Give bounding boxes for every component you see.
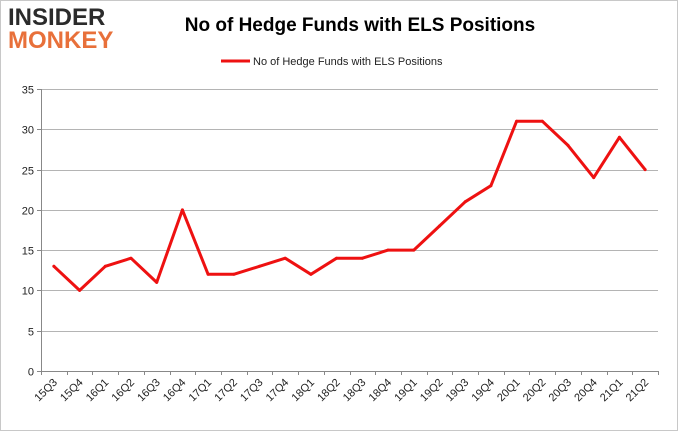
x-tick-label: 16Q1 — [84, 377, 112, 405]
y-tick-label: 35 — [22, 85, 34, 97]
legend: No of Hedge Funds with ELS Positions — [221, 56, 443, 68]
data-point — [463, 200, 467, 204]
data-point — [540, 119, 544, 123]
data-point — [78, 288, 82, 292]
data-point — [155, 280, 159, 284]
x-tick-label: 17Q2 — [212, 377, 240, 405]
data-point — [180, 208, 184, 212]
y-tick-label: 20 — [22, 206, 34, 218]
data-point — [232, 272, 236, 276]
x-tick-label: 18Q3 — [341, 377, 369, 405]
series-line — [52, 119, 647, 292]
x-tick-label: 20Q1 — [495, 377, 523, 405]
data-point — [386, 248, 390, 252]
y-tick-label: 0 — [28, 367, 34, 379]
data-point — [643, 168, 647, 172]
x-tick-label: 18Q2 — [315, 377, 343, 405]
x-tick-label: 19Q2 — [418, 377, 446, 405]
data-point — [515, 119, 519, 123]
data-point — [309, 272, 313, 276]
series-lines — [52, 119, 647, 292]
y-tick-label: 25 — [22, 166, 34, 178]
x-tick-label: 17Q4 — [264, 377, 292, 405]
data-point — [438, 224, 441, 228]
x-tick-label: 16Q2 — [110, 377, 138, 405]
x-tick-label: 17Q3 — [238, 377, 266, 405]
x-tick-label: 17Q1 — [187, 377, 215, 405]
x-tick-label: 20Q2 — [521, 377, 549, 405]
y-tick-label: 15 — [22, 246, 34, 258]
logo-line-2: MONKEY — [8, 27, 114, 54]
x-tick-label: 16Q4 — [161, 377, 189, 405]
gridlines — [41, 89, 658, 332]
legend-label: No of Hedge Funds with ELS Positions — [253, 56, 443, 68]
data-point — [566, 143, 570, 147]
axes — [37, 89, 659, 375]
data-point — [103, 264, 107, 268]
chart-title: No of Hedge Funds with ELS Positions — [184, 15, 536, 36]
logo-line-1: INSIDER — [8, 4, 106, 31]
data-point — [283, 256, 287, 260]
x-tick-label: 18Q4 — [367, 377, 395, 405]
data-point — [360, 256, 364, 260]
x-tick-label: 18Q1 — [290, 377, 318, 405]
data-point — [617, 135, 621, 139]
y-tick-label: 5 — [28, 327, 34, 339]
data-point — [258, 264, 261, 268]
data-point — [206, 272, 210, 276]
y-tick-label: 10 — [22, 286, 34, 298]
data-point — [52, 264, 56, 268]
y-tick-labels: 0 5 10 15 20 25 30 35 — [22, 85, 34, 379]
y-tick-label: 30 — [22, 125, 34, 137]
x-tick-label: 19Q1 — [392, 377, 420, 405]
x-tick-label: 15Q3 — [32, 377, 60, 405]
insider-monkey-logo: INSIDER MONKEY — [8, 4, 114, 54]
x-tick-label: 15Q4 — [58, 377, 86, 405]
data-point — [335, 256, 339, 260]
x-tick-label: 19Q3 — [444, 377, 472, 405]
x-tick-labels: 15Q315Q416Q116Q216Q316Q417Q117Q217Q317Q4… — [32, 377, 651, 405]
x-tick-label: 21Q1 — [598, 377, 626, 405]
x-tick-label: 19Q4 — [469, 377, 497, 405]
data-point — [592, 176, 596, 180]
data-point — [129, 256, 133, 260]
x-tick-label: 21Q2 — [624, 377, 652, 405]
data-point — [412, 248, 416, 252]
x-tick-label: 20Q4 — [572, 377, 600, 405]
data-point — [489, 184, 493, 188]
x-tick-label: 16Q3 — [135, 377, 163, 405]
x-tick-label: 20Q3 — [547, 377, 575, 405]
